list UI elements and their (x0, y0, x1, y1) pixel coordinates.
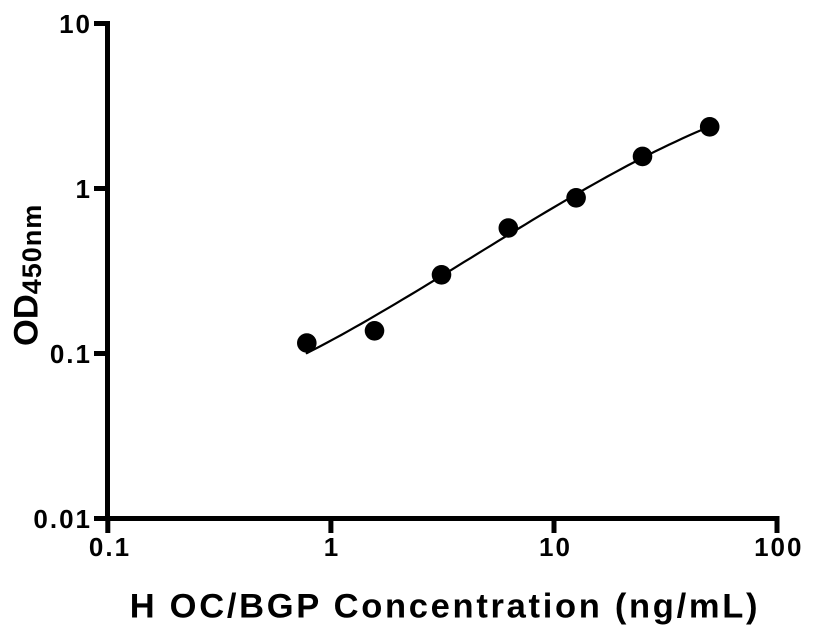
svg-text:10: 10 (59, 9, 92, 39)
svg-text:0.01: 0.01 (33, 504, 92, 534)
svg-text:1: 1 (324, 532, 340, 562)
svg-text:H OC/BGP Concentration (ng/mL): H OC/BGP Concentration (ng/mL) (130, 588, 760, 626)
svg-text:0.1: 0.1 (89, 532, 131, 562)
svg-text:100: 100 (754, 532, 803, 562)
svg-text:1: 1 (76, 174, 92, 204)
svg-text:10: 10 (539, 532, 572, 562)
svg-text:0.1: 0.1 (50, 339, 92, 369)
